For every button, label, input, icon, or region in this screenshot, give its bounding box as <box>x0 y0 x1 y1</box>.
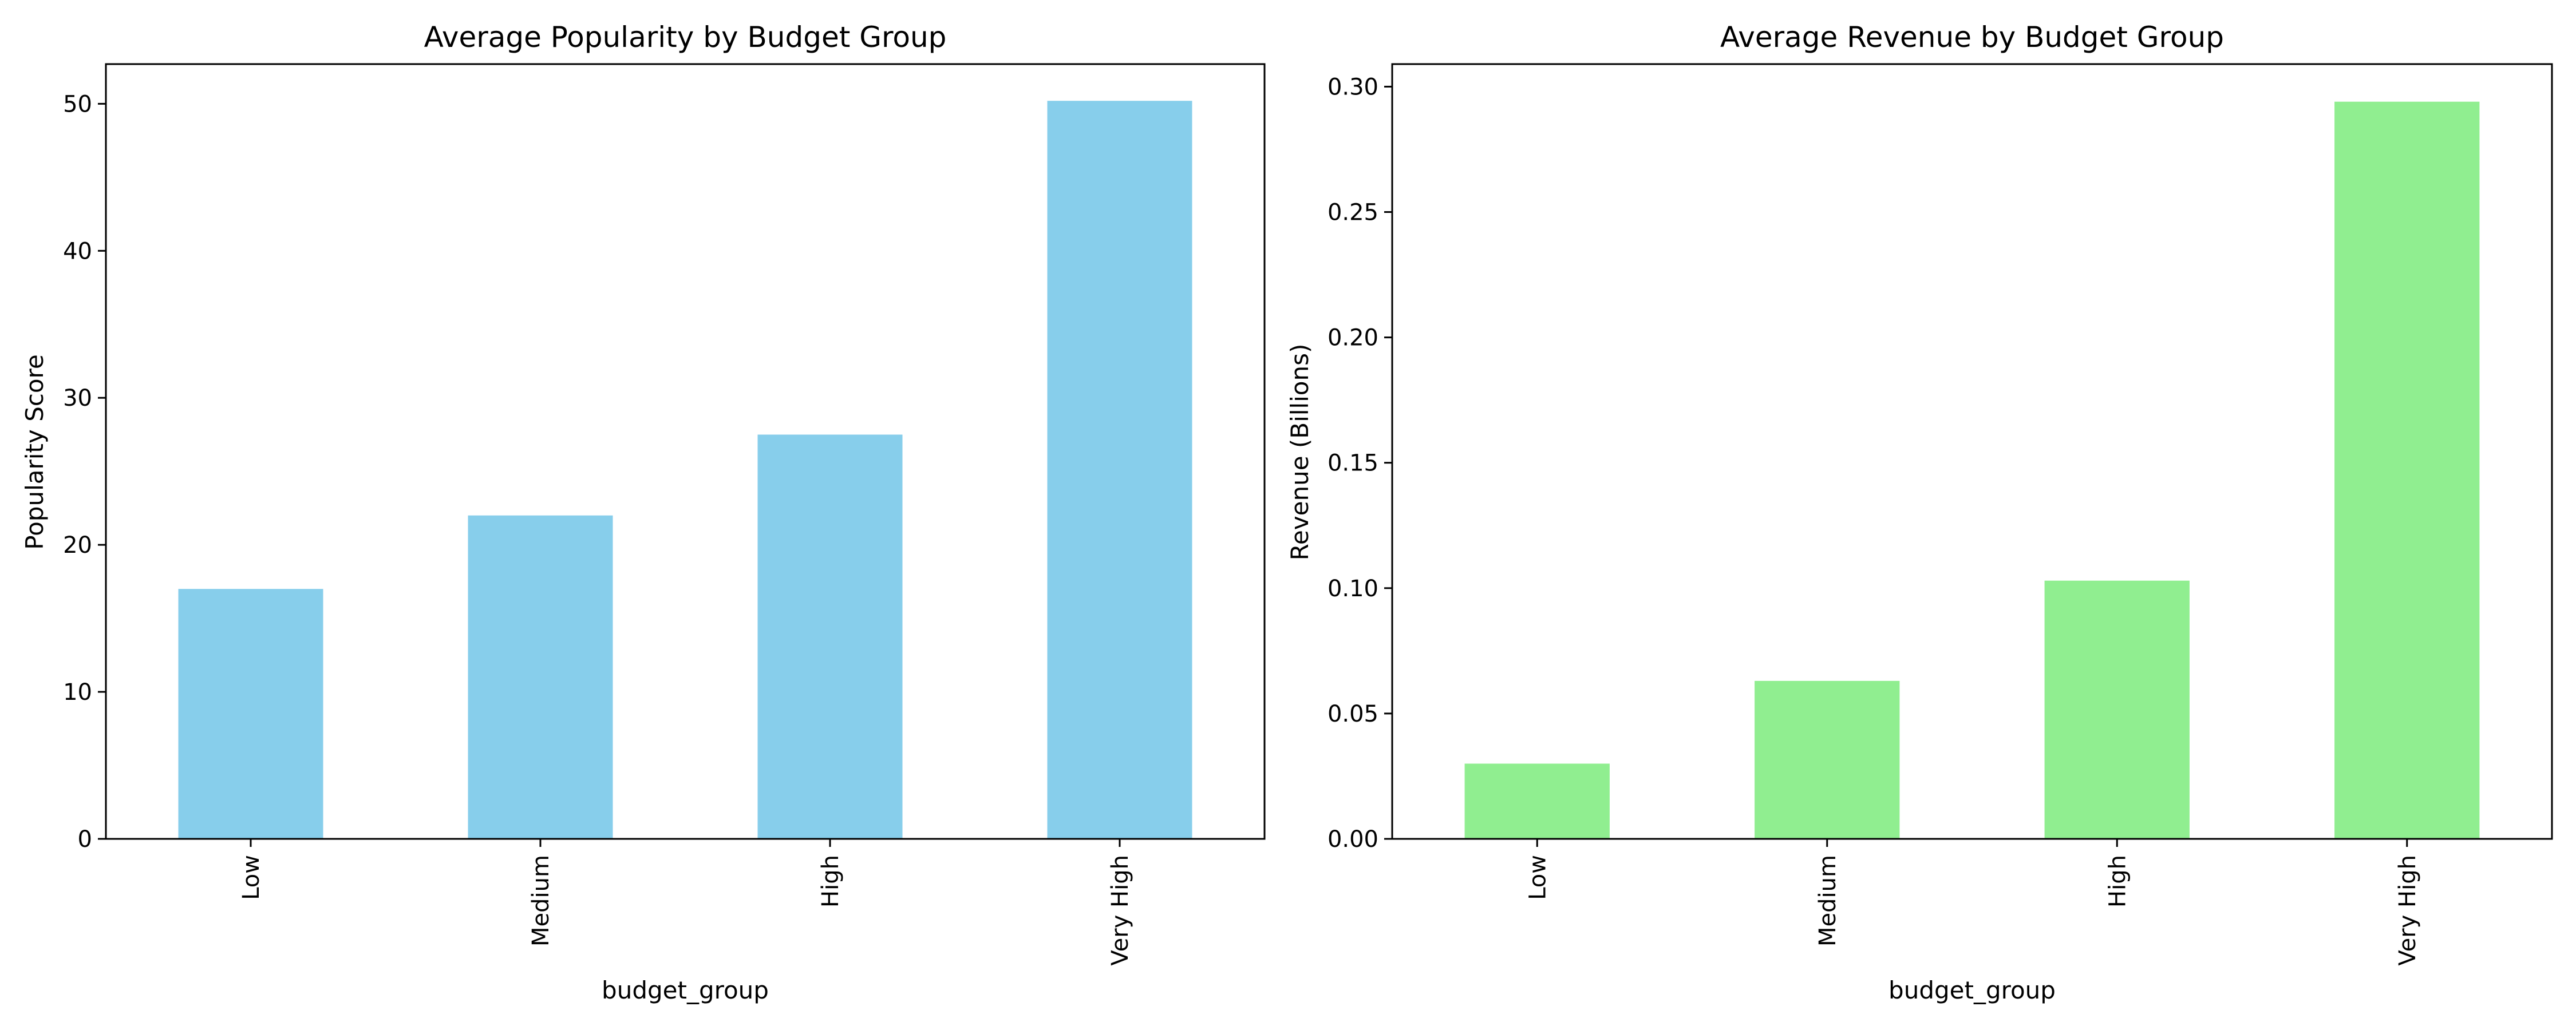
bar-medium <box>468 515 613 839</box>
x-tick-label: High <box>817 855 844 908</box>
y-tick-label: 10 <box>63 679 92 706</box>
y-tick-label: 0.20 <box>1327 325 1378 351</box>
bar-very-high <box>2334 101 2480 839</box>
x-axis-label: budget_group <box>1888 976 2056 1004</box>
y-tick-label: 0.25 <box>1327 200 1378 226</box>
bar-medium <box>1755 680 1900 839</box>
x-tick-group: Low Medium High Very High <box>1524 839 2421 966</box>
plot-area-frame <box>105 63 1266 840</box>
bar-low <box>178 589 323 839</box>
y-tick-group: 0.00 0.05 0.10 0.15 0.20 0.25 0.30 <box>1327 74 1392 853</box>
x-tick-label: High <box>2104 855 2131 908</box>
bar-group <box>1464 101 2480 839</box>
bar-very-high <box>1047 101 1192 839</box>
y-tick-label: 20 <box>63 532 92 558</box>
chart-title: Average Popularity by Budget Group <box>424 21 947 54</box>
y-axis-label: Revenue (Billions) <box>1286 344 1314 561</box>
y-tick-label: 0.30 <box>1327 74 1378 100</box>
x-tick-label: Low <box>238 855 264 900</box>
x-tick-label: Medium <box>528 855 554 946</box>
chart-title: Average Revenue by Budget Group <box>1720 21 2224 54</box>
bar-high <box>757 434 903 839</box>
y-tick-label: 0.00 <box>1327 826 1378 853</box>
bar-group <box>178 101 1192 839</box>
y-tick-group: 0 10 20 30 40 50 <box>63 91 106 853</box>
y-tick-label: 0.10 <box>1327 576 1378 602</box>
bar-low <box>1464 763 1610 839</box>
bar-high <box>2044 580 2190 839</box>
y-tick-label: 0 <box>78 826 92 853</box>
x-tick-label: Medium <box>1815 855 1841 946</box>
popularity-chart-panel: Average Popularity by Budget Group budge… <box>21 21 1266 1004</box>
x-tick-label: Very High <box>2395 855 2421 966</box>
plot-area-frame <box>1391 63 2553 840</box>
y-tick-label: 40 <box>63 238 92 264</box>
y-tick-label: 30 <box>63 385 92 411</box>
x-axis-label: budget_group <box>602 976 769 1004</box>
revenue-chart-panel: Average Revenue by Budget Group budget_g… <box>1286 21 2553 1004</box>
y-tick-label: 0.15 <box>1327 450 1378 477</box>
x-tick-label: Low <box>1524 855 1551 900</box>
y-axis-label: Popularity Score <box>21 354 49 549</box>
x-tick-label: Very High <box>1107 855 1133 966</box>
y-tick-label: 0.05 <box>1327 701 1378 727</box>
y-tick-label: 50 <box>63 91 92 117</box>
x-tick-group: Low Medium High Very High <box>238 839 1133 966</box>
